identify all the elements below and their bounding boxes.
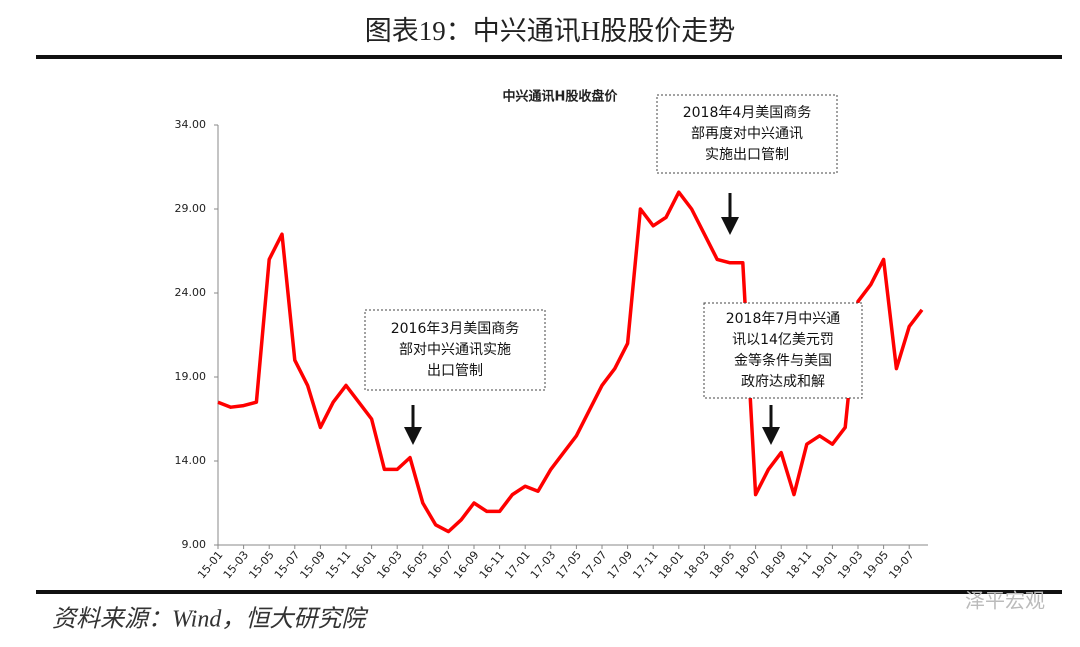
x-tick-label: 18-03 (681, 549, 712, 582)
x-tick-label: 16-11 (477, 549, 508, 582)
annotation-text: 政府达成和解 (741, 374, 825, 390)
x-tick-label: 15-05 (246, 549, 277, 582)
x-tick-label: 16-09 (451, 549, 482, 582)
x-tick-label: 16-01 (349, 549, 380, 582)
x-tick-label: 17-01 (502, 549, 533, 582)
annotation-text: 出口管制 (427, 363, 483, 379)
x-tick-label: 19-01 (809, 549, 840, 582)
annotation-box (703, 302, 863, 399)
y-tick-label: 29.00 (175, 202, 207, 215)
y-tick-label: 34.00 (175, 118, 207, 131)
x-tick-label: 19-07 (886, 549, 917, 582)
x-tick-label: 15-07 (272, 549, 303, 582)
x-tick-label: 15-09 (297, 549, 328, 582)
x-tick-label: 18-07 (733, 549, 764, 582)
annotation-text: 部对中兴通讯实施 (399, 342, 511, 358)
x-tick-label: 18-01 (656, 549, 687, 582)
source-note: 资料来源：Wind，恒大研究院 (52, 606, 369, 633)
x-tick-label: 15-01 (195, 549, 226, 582)
y-tick-label: 19.00 (175, 370, 207, 383)
x-tick-label: 19-05 (861, 549, 892, 582)
annotation-text: 讯以14亿美元罚 (732, 332, 834, 348)
x-tick-label: 16-07 (425, 549, 456, 582)
y-tick-label: 9.00 (182, 538, 207, 551)
annotation-text: 2018年4月美国商务 (683, 105, 812, 121)
x-tick-label: 17-11 (630, 549, 661, 582)
x-tick-label: 18-05 (707, 549, 738, 582)
page-title: 图表19：中兴通讯H股股价走势 (365, 16, 736, 46)
annotation-box (364, 309, 546, 391)
annotation-text: 部再度对中兴通讯 (691, 126, 803, 142)
annotation-text: 金等条件与美国 (734, 352, 832, 369)
footer-rule (36, 590, 1062, 594)
x-tick-label: 18-09 (758, 549, 789, 582)
x-tick-label: 16-03 (374, 549, 405, 582)
x-tick-label: 17-09 (605, 549, 636, 582)
y-tick-label: 14.00 (175, 454, 207, 467)
x-tick-label: 15-03 (221, 549, 252, 582)
x-tick-label: 17-05 (553, 549, 584, 582)
header-rule (36, 55, 1062, 59)
annotation-text: 2018年7月中兴通 (726, 311, 841, 327)
watermark: 泽平宏观 (965, 589, 1045, 613)
chart-title: 中兴通讯H股收盘价 (503, 89, 619, 105)
x-tick-label: 17-03 (528, 549, 559, 582)
price-line (217, 190, 924, 534)
annotation-text: 实施出口管制 (705, 147, 789, 163)
annotation-box (656, 94, 838, 174)
y-tick-label: 24.00 (175, 286, 207, 299)
x-tick-label: 18-11 (784, 549, 815, 582)
annotation-text: 2016年3月美国商务 (391, 321, 520, 337)
x-tick-label: 17-07 (579, 549, 610, 582)
x-tick-label: 15-11 (323, 549, 354, 582)
x-tick-label: 16-05 (400, 549, 431, 582)
x-tick-label: 19-03 (835, 549, 866, 582)
